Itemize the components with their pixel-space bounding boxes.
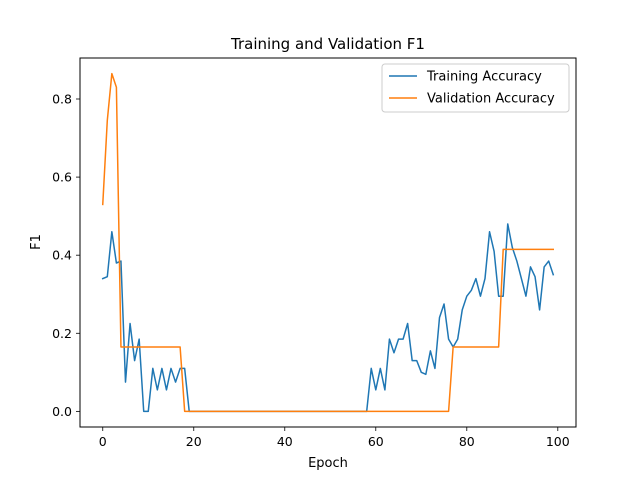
x-tick-label: 60 [368,434,384,449]
y-tick-label: 0.4 [52,248,72,263]
x-axis-label: Epoch [308,456,348,471]
x-axis: 0 20 40 60 80 100 [99,427,570,449]
legend: Training Accuracy Validation Accuracy [381,63,570,113]
plot-area [101,72,555,413]
y-axis-label: F1 [29,234,44,250]
x-tick-label: 100 [546,434,570,449]
x-tick-label: 40 [277,434,293,449]
legend-label-0: Training Accuracy [426,70,542,85]
axes-frame [79,57,577,428]
legend-label-1: Validation Accuracy [427,92,555,107]
y-tick-label: 0.6 [52,170,72,185]
x-tick-label: 20 [186,434,202,449]
y-tick-label: 0.0 [52,404,72,419]
y-axis: 0.0 0.2 0.4 0.6 0.8 [52,92,80,419]
y-tick-label: 0.8 [52,92,72,107]
y-tick-label: 0.2 [52,326,72,341]
x-tick-label: 0 [99,434,107,449]
chart-title: Training and Validation F1 [230,35,425,53]
legend-box [381,63,570,113]
x-tick-label: 80 [459,434,475,449]
series-line-1 [101,72,554,413]
